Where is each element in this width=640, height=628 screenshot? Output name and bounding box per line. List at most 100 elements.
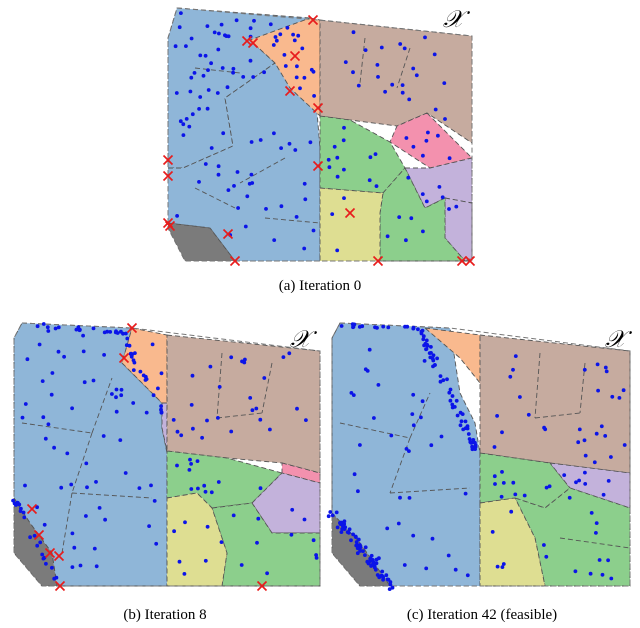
sample-point [583, 453, 588, 458]
sample-point [526, 412, 531, 417]
sample-point [347, 527, 352, 532]
sample-point [114, 409, 119, 414]
sample-point [326, 157, 331, 162]
sample-point [431, 353, 436, 358]
sample-point [78, 563, 83, 568]
sample-point [255, 540, 259, 545]
sample-point [91, 326, 96, 331]
infeasible-marker [464, 255, 476, 267]
sample-point [562, 473, 567, 477]
infeasible-marker [284, 85, 296, 97]
sample-point [622, 443, 627, 447]
sample-point [422, 359, 427, 363]
sample-point [205, 418, 209, 423]
sample-point [94, 480, 98, 484]
sample-point [175, 463, 179, 468]
sample-point [381, 324, 386, 329]
sample-point [278, 32, 283, 37]
sample-point [389, 433, 394, 438]
sample-point [94, 564, 99, 569]
sample-point [290, 507, 295, 512]
sample-point [599, 424, 604, 429]
sample-point [143, 378, 148, 382]
sample-point [419, 415, 423, 420]
sample-point [358, 543, 362, 547]
sample-point [287, 351, 292, 356]
sample-point [621, 388, 626, 393]
sample-point [592, 460, 597, 465]
sample-point [225, 85, 230, 90]
sample-point [156, 386, 160, 391]
sample-point [443, 117, 447, 121]
sample-point [368, 155, 373, 160]
sample-point [468, 440, 473, 444]
sample-point [154, 541, 159, 546]
sample-point [293, 148, 298, 152]
sample-point [369, 563, 374, 568]
sample-point [302, 517, 307, 522]
sample-point [369, 553, 374, 558]
sample-point [303, 197, 308, 202]
sample-point [129, 354, 134, 359]
sample-point [44, 561, 48, 566]
region-blue [167, 62, 321, 262]
sample-point [411, 533, 416, 538]
sample-point [22, 515, 27, 520]
sample-point [354, 540, 359, 544]
sample-point [518, 395, 522, 399]
infeasible-marker [229, 255, 241, 267]
sample-point [390, 585, 395, 590]
region-yellow [166, 492, 228, 587]
sample-point [351, 393, 356, 397]
sample-point [385, 526, 390, 531]
sample-point [377, 575, 382, 580]
sample-point [416, 327, 420, 332]
sample-point [248, 396, 253, 400]
sample-point [311, 228, 316, 233]
sample-point [542, 425, 546, 430]
sample-point [372, 416, 376, 420]
sample-point [463, 491, 468, 496]
sample-point [179, 11, 183, 15]
sample-point [201, 73, 206, 78]
region-yellow [319, 187, 384, 262]
caption-b: (b) Iteration 8 [123, 607, 206, 623]
sample-point [209, 490, 214, 495]
sample-point [85, 485, 89, 490]
sample-point [78, 327, 82, 332]
infeasible-marker [53, 550, 65, 562]
panel-iteration-8 [11, 322, 321, 592]
infeasible-marker [162, 154, 174, 166]
sample-point [131, 358, 136, 363]
sample-point [328, 510, 333, 514]
sample-point [595, 362, 600, 367]
sample-point [70, 531, 75, 536]
sample-point [202, 483, 207, 488]
sample-point [272, 238, 277, 243]
sample-point [216, 172, 221, 177]
sample-point [216, 47, 221, 52]
infeasible-marker [126, 322, 138, 334]
sample-point [50, 371, 55, 375]
sample-point [159, 410, 164, 414]
sample-point [375, 326, 379, 330]
sample-point [191, 426, 195, 431]
infeasible-marker [456, 255, 468, 267]
sample-point [271, 43, 276, 47]
sample-point [189, 36, 194, 41]
sample-point [177, 559, 182, 564]
sample-point [609, 576, 614, 581]
infeasible-marker [312, 160, 324, 172]
sample-point [56, 349, 61, 354]
sample-point [368, 556, 373, 561]
sample-point [41, 322, 46, 326]
sample-point [429, 443, 434, 448]
sample-point [110, 392, 114, 396]
sample-point [353, 534, 358, 539]
sample-point [216, 164, 221, 169]
sample-point [327, 165, 332, 170]
sample-point [144, 410, 149, 415]
sample-point [335, 174, 340, 179]
infeasible-marker [26, 503, 38, 515]
domain-boundary [13, 322, 321, 587]
